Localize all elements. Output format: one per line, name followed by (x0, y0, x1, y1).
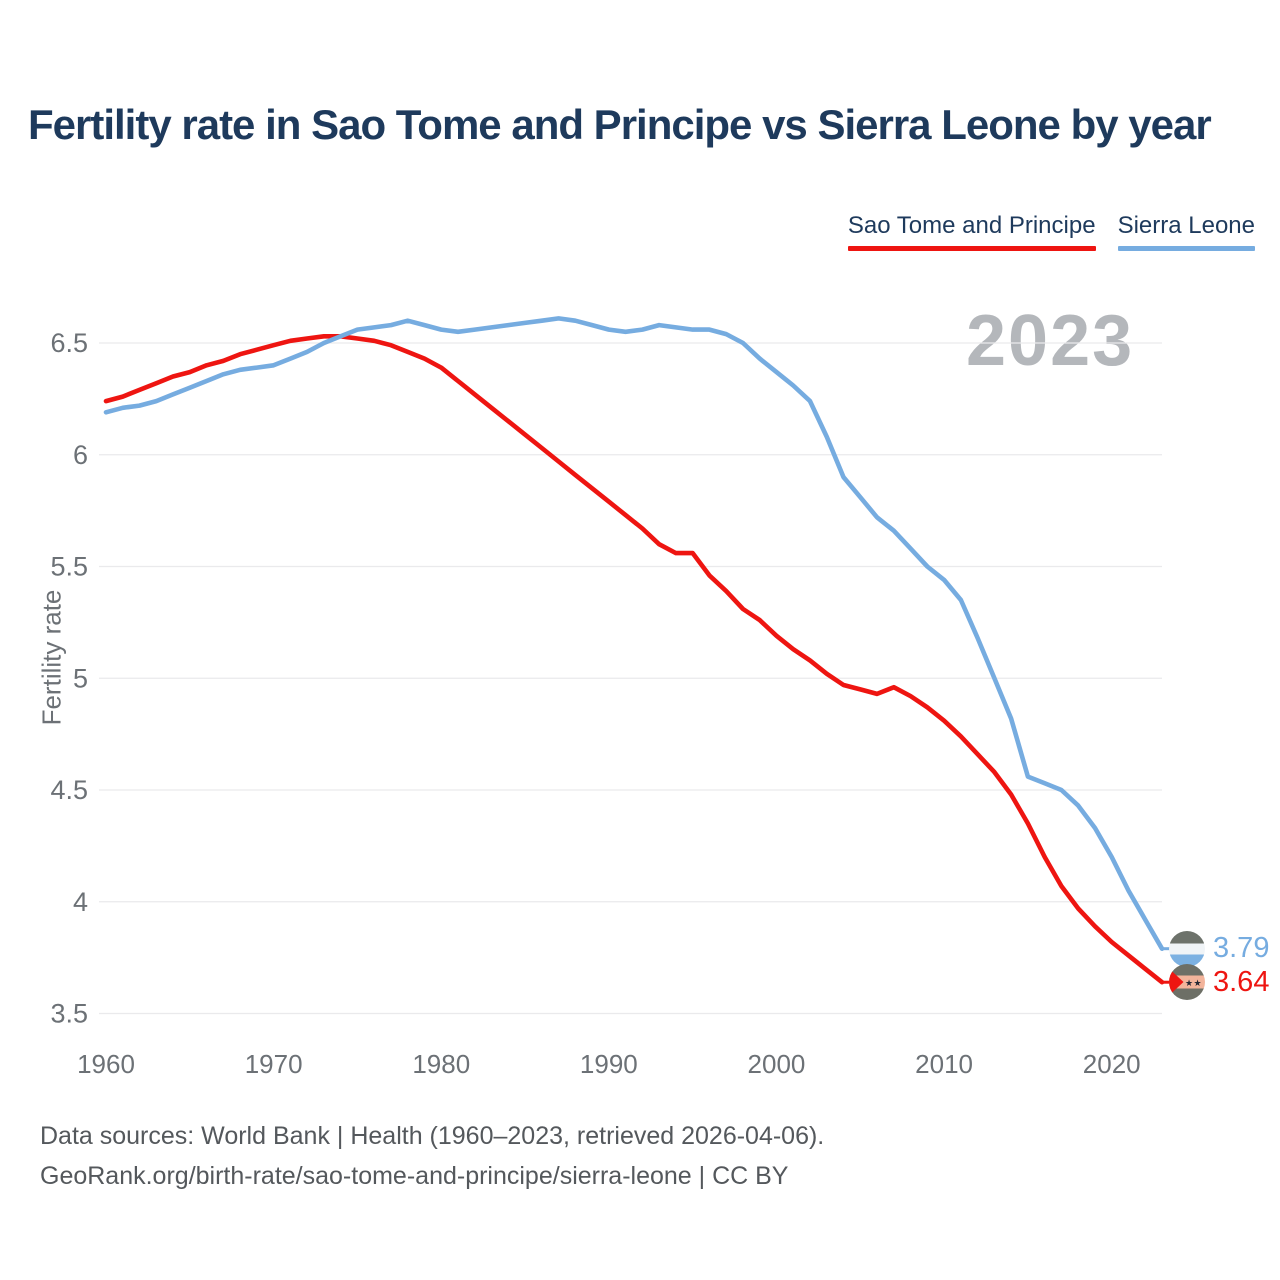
footer: Data sources: World Bank | Health (1960–… (40, 1116, 824, 1196)
x-tick-label: 1960 (77, 1049, 135, 1079)
x-tick-label: 1980 (412, 1049, 470, 1079)
series-line-sao-tome-and-principe (103, 333, 1165, 985)
series-line-sierra-leone (103, 316, 1165, 952)
end-label-sierra-leone: 3.79 (1169, 930, 1270, 967)
page-title: Fertility rate in Sao Tome and Principe … (28, 101, 1212, 149)
legend-label-sierra-leone: Sierra Leone (1117, 212, 1255, 239)
x-tick-label: 2000 (748, 1049, 806, 1079)
y-tick-label: 4 (73, 887, 88, 917)
y-tick-label: 4.5 (50, 775, 88, 805)
end-value-sao-tome-and-principe: 3.64 (1213, 965, 1270, 998)
x-tick-label: 1990 (580, 1049, 638, 1079)
legend-item-sierra-leone[interactable]: Sierra Leone (1117, 212, 1255, 251)
legend-item-sao-tome-and-principe[interactable]: Sao Tome and Principe (847, 212, 1096, 251)
footer-sources-line: Data sources: World Bank | Health (1960–… (40, 1122, 825, 1150)
x-tick-label: 1970 (245, 1049, 303, 1079)
legend-underline-sao-tome-and-principe (847, 246, 1096, 251)
sierra-leone-flag-icon (1169, 930, 1205, 967)
y-tick-label: 6 (73, 440, 88, 470)
x-tick-label: 2020 (1083, 1049, 1141, 1079)
y-axis-title: Fertility rate (36, 589, 67, 726)
end-value-sierra-leone: 3.79 (1213, 932, 1270, 965)
legend-label-sao-tome-and-principe: Sao Tome and Principe (847, 212, 1096, 239)
legend: Sao Tome and Principe Sierra Leone (847, 212, 1255, 251)
y-tick-label: 3.5 (50, 999, 88, 1029)
y-tick-label: 5.5 (50, 552, 88, 582)
sao-tome-and-principe-flag-icon: ★ ★ (1169, 964, 1205, 1001)
y-tick-label: 5 (73, 663, 88, 693)
end-label-sao-tome-and-principe: ★ ★ 3.64 (1169, 964, 1270, 1001)
svg-text:★: ★ (1193, 978, 1201, 988)
svg-text:★: ★ (1185, 978, 1193, 988)
y-tick-label: 6.5 (50, 328, 88, 358)
legend-underline-sierra-leone (1117, 246, 1255, 251)
x-tick-label: 2010 (915, 1049, 973, 1079)
footer-attribution-line: GeoRank.org/birth-rate/sao-tome-and-prin… (40, 1162, 789, 1190)
watermark-year: 2023 (966, 301, 1135, 381)
